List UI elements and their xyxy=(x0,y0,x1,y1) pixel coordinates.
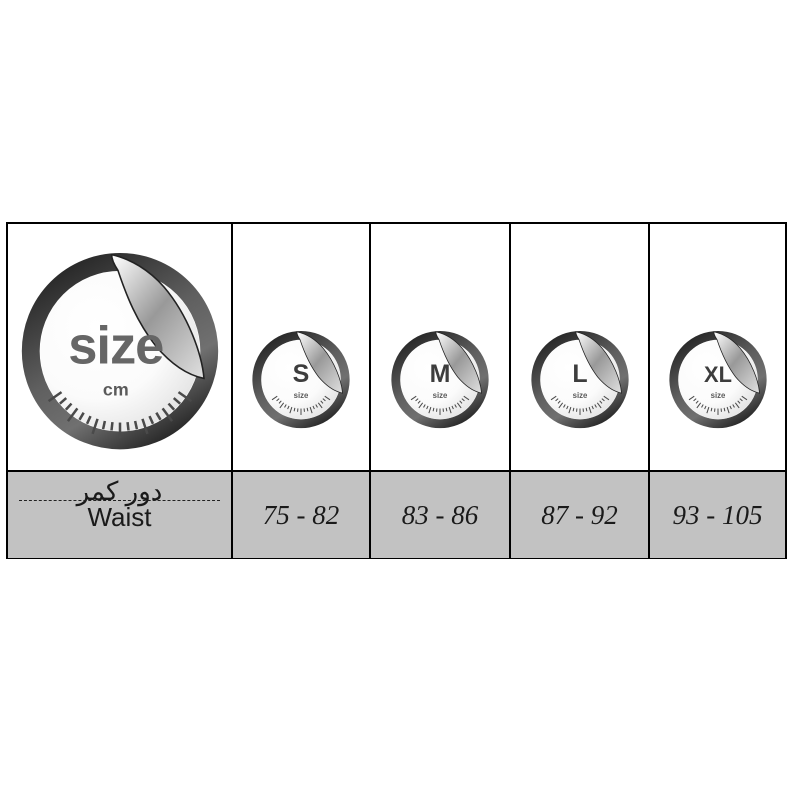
svg-text:size: size xyxy=(710,390,725,399)
svg-text:M: M xyxy=(430,360,451,388)
svg-text:XL: XL xyxy=(704,362,732,387)
svg-text:S: S xyxy=(293,360,310,388)
svg-text:size: size xyxy=(433,390,448,399)
svg-text:size: size xyxy=(294,390,309,399)
svg-text:cm: cm xyxy=(103,379,129,399)
svg-text:size: size xyxy=(68,316,163,375)
svg-text:size: size xyxy=(572,390,587,399)
svg-text:L: L xyxy=(572,360,587,388)
